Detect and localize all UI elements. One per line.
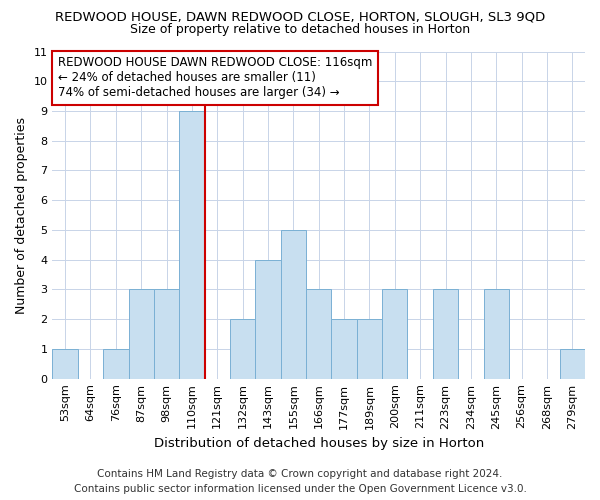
Bar bbox=[433, 290, 458, 378]
Text: Size of property relative to detached houses in Horton: Size of property relative to detached ho… bbox=[130, 22, 470, 36]
Text: REDWOOD HOUSE, DAWN REDWOOD CLOSE, HORTON, SLOUGH, SL3 9QD: REDWOOD HOUSE, DAWN REDWOOD CLOSE, HORTO… bbox=[55, 11, 545, 24]
Text: Contains HM Land Registry data © Crown copyright and database right 2024.
Contai: Contains HM Land Registry data © Crown c… bbox=[74, 469, 526, 494]
Bar bbox=[103, 349, 128, 378]
Bar bbox=[331, 319, 357, 378]
X-axis label: Distribution of detached houses by size in Horton: Distribution of detached houses by size … bbox=[154, 437, 484, 450]
Bar bbox=[382, 290, 407, 378]
Bar bbox=[256, 260, 281, 378]
Bar bbox=[154, 290, 179, 378]
Bar bbox=[306, 290, 331, 378]
Bar bbox=[128, 290, 154, 378]
Bar bbox=[179, 111, 205, 378]
Bar bbox=[230, 319, 256, 378]
Bar bbox=[281, 230, 306, 378]
Bar bbox=[357, 319, 382, 378]
Bar bbox=[560, 349, 585, 378]
Y-axis label: Number of detached properties: Number of detached properties bbox=[15, 116, 28, 314]
Text: REDWOOD HOUSE DAWN REDWOOD CLOSE: 116sqm
← 24% of detached houses are smaller (1: REDWOOD HOUSE DAWN REDWOOD CLOSE: 116sqm… bbox=[58, 56, 372, 100]
Bar bbox=[484, 290, 509, 378]
Bar bbox=[52, 349, 78, 378]
